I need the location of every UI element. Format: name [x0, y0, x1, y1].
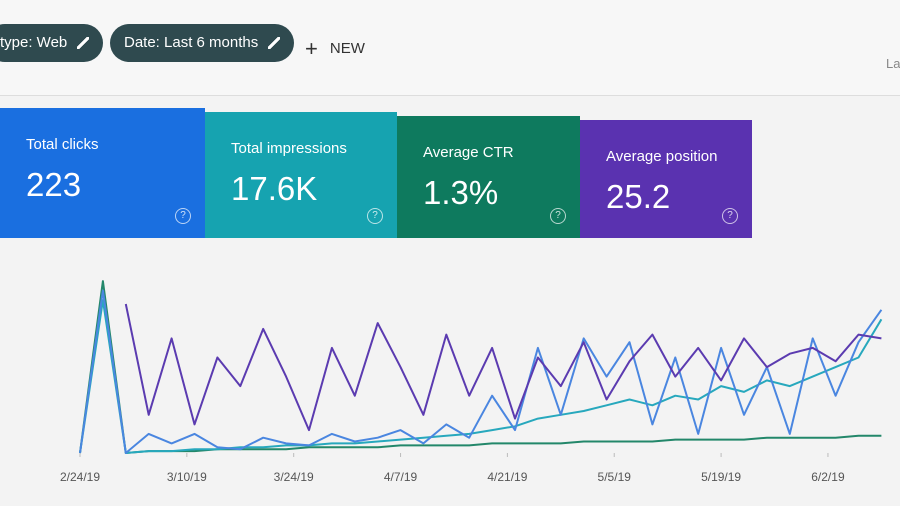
new-label: NEW [329, 40, 365, 57]
filter-chip[interactable]: Date: Last 6 months [110, 24, 295, 62]
series-line [79, 299, 883, 454]
x-tick-label: 2/24/19 [60, 470, 100, 484]
metric-value: 1.3% [423, 174, 499, 211]
x-tick-label: 4/21/19 [487, 470, 527, 484]
toolbar: type: Web Date: Last 6 months + NEW La [0, 0, 900, 96]
series-line [79, 289, 883, 454]
filter-chip[interactable]: type: Web [0, 24, 104, 62]
x-tick-label: 6/2/19 [811, 470, 845, 484]
metric-card[interactable]: Average CTR 1.3%? [397, 116, 580, 238]
metric-value: 25.2 [606, 178, 671, 215]
x-tick-label: 5/19/19 [701, 470, 741, 484]
help-icon: ? [550, 208, 566, 224]
help-icon: ? [367, 208, 383, 224]
series-line [124, 303, 882, 432]
help-icon: ? [722, 208, 738, 224]
x-tick-label: 3/10/19 [167, 470, 207, 484]
metric-label: Total clicks [26, 136, 99, 153]
metric-label: Average CTR [423, 144, 514, 161]
metric-card[interactable]: Average position 25.2? [580, 120, 752, 238]
cut-text: La [886, 56, 900, 71]
x-tick-label: 3/24/19 [274, 470, 314, 484]
metric-card[interactable]: Total impressions 17.6K? [205, 112, 397, 238]
metric-label: Total impressions [231, 140, 347, 157]
metric-value: 223 [26, 166, 82, 203]
x-tick-label: 4/7/19 [384, 470, 418, 484]
metric-card[interactable]: Total clicks 223? [0, 108, 205, 238]
help-icon: ? [175, 208, 191, 224]
metric-value: 17.6K [231, 170, 318, 207]
metric-label: Average position [606, 148, 718, 165]
new-button[interactable]: + NEW [305, 36, 365, 61]
series-line [79, 280, 882, 454]
x-tick-label: 5/5/19 [598, 470, 632, 484]
